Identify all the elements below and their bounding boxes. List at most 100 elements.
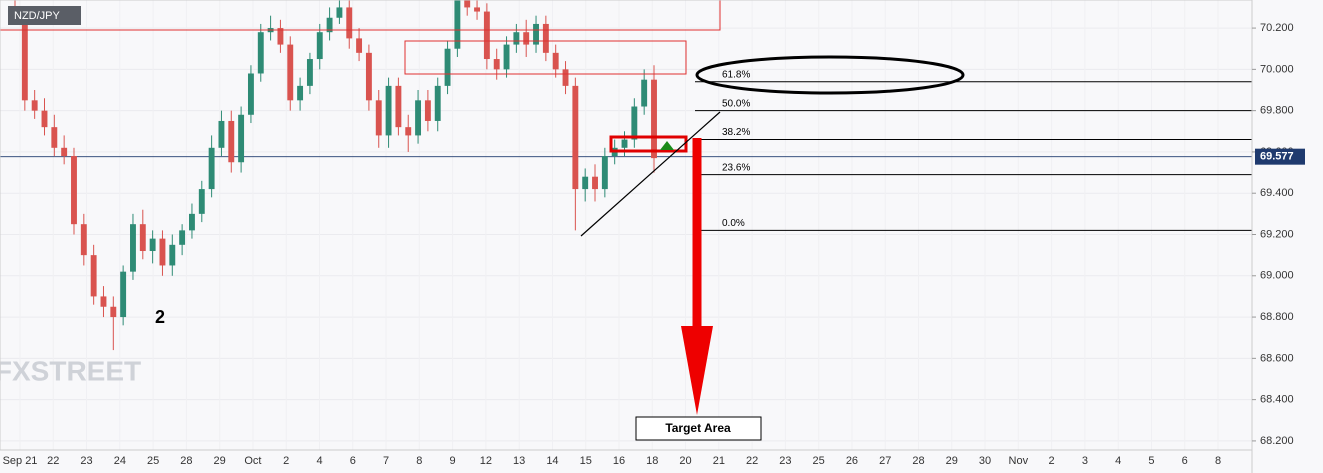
y-tick-label: 70.000 xyxy=(1260,63,1294,75)
candle-body xyxy=(533,23,539,45)
candle-body xyxy=(651,79,657,159)
x-tick-label: 7 xyxy=(383,455,389,467)
x-tick-label: 16 xyxy=(613,455,625,467)
annotation: Target Area xyxy=(665,421,731,435)
candle-body xyxy=(572,85,579,190)
candle-body xyxy=(71,156,77,225)
candle-body xyxy=(552,52,559,70)
candle-body xyxy=(169,244,176,266)
candle-body xyxy=(90,255,97,297)
x-tick-label: 2 xyxy=(283,455,289,467)
candle-body xyxy=(21,17,28,101)
annotation: 2 xyxy=(155,307,165,327)
candle-body xyxy=(179,230,186,245)
candle-body xyxy=(542,23,549,53)
candle-body xyxy=(356,38,363,53)
x-tick-label: 23 xyxy=(80,455,92,467)
zone-box xyxy=(404,40,687,75)
candle-body xyxy=(523,32,530,45)
candle-body xyxy=(493,59,500,70)
candle-body xyxy=(503,44,510,70)
x-tick-label: 29 xyxy=(214,455,226,467)
y-tick-label: 69.000 xyxy=(1260,270,1294,282)
candle-body xyxy=(297,85,304,101)
arrow-head xyxy=(681,326,713,415)
candle-body xyxy=(562,69,569,86)
candle-body xyxy=(621,139,628,148)
x-tick-label: 24 xyxy=(114,455,126,467)
fib-label: 61.8% xyxy=(722,69,750,80)
fib-label: 50.0% xyxy=(722,98,750,109)
candle-body xyxy=(139,224,146,252)
candle-body xyxy=(395,85,402,128)
candle-body xyxy=(277,28,284,45)
candle-body xyxy=(434,85,441,121)
x-tick-label: 18 xyxy=(646,455,658,467)
highlight-ellipse xyxy=(695,55,965,95)
x-tick-label: 22 xyxy=(47,455,59,467)
candle-body xyxy=(41,110,48,128)
price-tag xyxy=(1255,148,1305,165)
x-tick-label: 27 xyxy=(879,455,891,467)
candle-body xyxy=(189,213,195,231)
candle-body xyxy=(601,156,608,190)
candle-body xyxy=(375,100,382,136)
candle-body xyxy=(51,127,58,148)
candle-body xyxy=(592,176,598,190)
symbol-badge xyxy=(8,6,81,25)
candle-body xyxy=(326,17,333,33)
candle-body xyxy=(120,271,127,318)
candle-body xyxy=(306,59,313,86)
candle-body xyxy=(198,189,205,214)
candle-body xyxy=(110,306,117,318)
x-tick-label: 28 xyxy=(180,455,192,467)
x-tick-label: 9 xyxy=(450,455,456,467)
y-tick-label: 68.600 xyxy=(1260,352,1294,364)
candle-body xyxy=(346,7,353,39)
candle-body xyxy=(582,176,589,190)
y-tick-label: 70.200 xyxy=(1260,22,1294,34)
candle-body xyxy=(483,11,490,60)
x-tick-label: 4 xyxy=(316,455,322,467)
trend-line xyxy=(580,111,721,237)
candle-body xyxy=(365,52,372,101)
candle-body xyxy=(464,0,471,8)
candle-body xyxy=(159,238,166,266)
x-tick-label: 12 xyxy=(480,455,492,467)
x-tick-label: 23 xyxy=(779,455,791,467)
x-tick-label: Nov xyxy=(1009,455,1029,467)
plot: 61.8% 50.0% 38.2% 23.6% 0.0% xyxy=(0,0,1252,351)
watermark: FXSTREET xyxy=(0,355,141,386)
candle-body xyxy=(316,32,323,60)
candle-body xyxy=(641,79,648,107)
candle-body xyxy=(513,32,520,45)
x-tick-label: 8 xyxy=(416,455,422,467)
x-tick-label: 6 xyxy=(1182,455,1188,467)
candle-body xyxy=(208,147,215,190)
zone-box xyxy=(0,0,721,31)
x-tick-label: 29 xyxy=(946,455,958,467)
annotation-box xyxy=(635,416,762,441)
candle-body xyxy=(405,127,412,136)
candle-body xyxy=(287,44,294,101)
candle-body xyxy=(149,238,156,252)
candle-body xyxy=(444,48,451,86)
candle-body xyxy=(80,224,87,256)
y-tick-label: 68.200 xyxy=(1260,435,1294,447)
y-tick-label: 68.400 xyxy=(1260,394,1294,406)
grid xyxy=(0,27,1252,442)
x-tick-label: 22 xyxy=(746,455,758,467)
x-tick-label: 14 xyxy=(546,455,558,467)
price-tag-label: 69.577 xyxy=(1260,151,1294,163)
candle-body xyxy=(257,32,264,74)
x-tick-label: 13 xyxy=(513,455,525,467)
x-tick-label: 6 xyxy=(350,455,356,467)
candle-body xyxy=(100,296,107,307)
candle-body xyxy=(238,114,245,163)
candle-body xyxy=(336,7,343,18)
candle-body xyxy=(415,100,422,136)
zone-box xyxy=(609,135,688,153)
x-tick-label: 8 xyxy=(1215,455,1221,467)
y-tick-label: 69.400 xyxy=(1260,187,1294,199)
